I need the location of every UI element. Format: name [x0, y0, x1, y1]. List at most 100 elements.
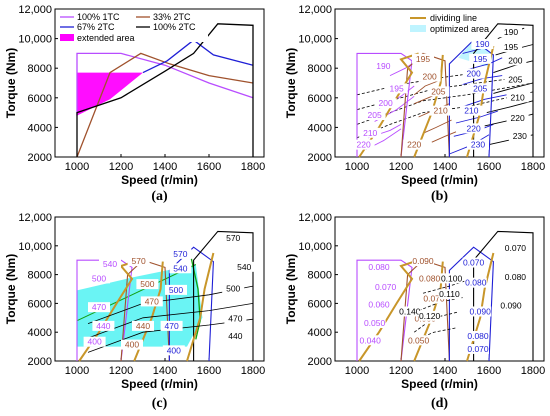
y-tick-label: 4000	[28, 122, 52, 134]
contour-label-bg	[412, 53, 434, 64]
contour-label-bg	[398, 306, 421, 317]
contour-label-bg	[407, 335, 430, 346]
contour-label: 220	[357, 140, 371, 150]
contour-label-bg	[224, 330, 247, 341]
contour-label: 0.070	[463, 258, 485, 268]
x-tick-label: 1600	[197, 161, 221, 173]
contour-green	[190, 258, 201, 340]
panel-label: (d)	[431, 396, 448, 411]
contour-label: 570	[226, 233, 240, 243]
panel-c: 1000 1200 1400 1600 1800 2000 4000 6000 8000 10,0…	[4, 212, 265, 411]
contour-label-bg	[462, 123, 485, 134]
contour-label: 0.080	[419, 273, 441, 283]
legend-entry: 100% 2TC	[153, 22, 196, 32]
contour-label-bg	[352, 139, 375, 150]
y-tick-label: 8000	[28, 63, 52, 75]
x-tick-label: 1600	[477, 161, 501, 173]
contour-label-bg	[423, 293, 445, 304]
contour-label-bg	[222, 233, 245, 244]
contour-label-bg	[504, 243, 527, 254]
contour-label-bg	[438, 289, 461, 300]
contour-label-bg	[467, 330, 489, 341]
contour-label: 205	[508, 75, 522, 85]
dividing-line	[186, 252, 215, 362]
panel-label: (c)	[152, 396, 168, 411]
contour-label-bg	[427, 86, 450, 97]
x-tick-label: 1000	[65, 365, 89, 377]
legend-entry: 67% 2TC	[77, 22, 115, 32]
contour-brown	[422, 119, 452, 134]
contour-dashed	[409, 327, 457, 343]
contour-label-bg	[467, 139, 489, 150]
contour-dashed	[356, 82, 534, 125]
contour-label-bg	[469, 83, 492, 94]
contour-label-bg	[368, 261, 390, 272]
y-tick-label: 8000	[308, 63, 332, 75]
x-tick-label: 1400	[433, 365, 457, 377]
contour-label: 500	[92, 273, 106, 283]
contour-label-bg	[462, 257, 485, 268]
series-line	[142, 39, 254, 74]
contour-dashed	[422, 280, 468, 294]
contour-label: 210	[511, 92, 525, 102]
contour-label-bg	[374, 98, 397, 109]
contour-label: 200	[423, 72, 437, 82]
contour-label-bg	[222, 283, 245, 294]
contour-label: 500	[140, 279, 154, 289]
legend-swatch-area	[410, 25, 426, 32]
x-tick-label: 1800	[241, 365, 265, 377]
contour-label-bg	[506, 92, 529, 103]
contour-label-bg	[429, 105, 452, 116]
y-tick-label: 8000	[308, 270, 332, 282]
contour-label: 0.080	[467, 331, 489, 341]
contour-label: 0.080	[368, 262, 390, 272]
contour-label-bg	[162, 345, 185, 356]
contour-label-bg	[418, 273, 441, 284]
x-axis-label: Speed (r/min)	[121, 377, 198, 391]
x-tick-label: 1200	[109, 161, 133, 173]
contour-label: 540	[173, 263, 187, 273]
contour-label: 205	[368, 110, 382, 120]
contour-label: 470	[92, 302, 106, 312]
contour-label-bg	[136, 279, 159, 290]
panel-label: (a)	[151, 189, 168, 204]
contour-label: 190	[376, 61, 390, 71]
x-tick-label: 1400	[153, 365, 177, 377]
x-axis-label: Speed (r/min)	[401, 173, 478, 187]
contour-label: 0.060	[368, 299, 390, 309]
contour-label: 200	[508, 55, 522, 65]
contour-black	[486, 100, 534, 114]
contour-label-bg	[500, 41, 522, 52]
contour-label-bg	[467, 343, 489, 354]
contour-label: 440	[136, 321, 150, 331]
boundary-blue	[168, 246, 214, 362]
contour-label-bg	[88, 302, 110, 313]
y-axis-label: Torque (Nm)	[284, 254, 298, 324]
contour-label-bg	[412, 256, 434, 267]
contour-label: 500	[169, 285, 183, 295]
legend-entry: 33% 2TC	[153, 12, 191, 22]
x-tick-label: 1400	[433, 161, 457, 173]
boundary-purple	[356, 259, 413, 362]
contour-label-bg	[140, 296, 163, 307]
x-tick-label: 1600	[477, 365, 501, 377]
contour-label: 210	[464, 106, 478, 116]
contour-label: 0.080	[465, 278, 487, 288]
y-tick-label: 6000	[308, 298, 332, 310]
contour-label: 230	[513, 131, 527, 141]
contour-label-bg	[169, 248, 192, 259]
contour-label-bg	[418, 310, 441, 321]
contour-label-bg	[469, 53, 492, 64]
boundary-black	[473, 230, 534, 361]
contour-label-bg	[462, 68, 485, 79]
panel-b: 1000 1200 1400 1600 1800 2000 4000 6000 8000 10,0…	[284, 4, 545, 204]
contour-blue	[455, 110, 498, 124]
contour-label-bg	[368, 299, 390, 310]
contour-black	[87, 303, 254, 339]
contour-dashed	[356, 72, 479, 96]
boundary-black	[193, 230, 254, 361]
contour-label-bg	[440, 273, 463, 284]
contour-brown	[413, 79, 441, 96]
contour-label: 0.070	[423, 294, 445, 304]
